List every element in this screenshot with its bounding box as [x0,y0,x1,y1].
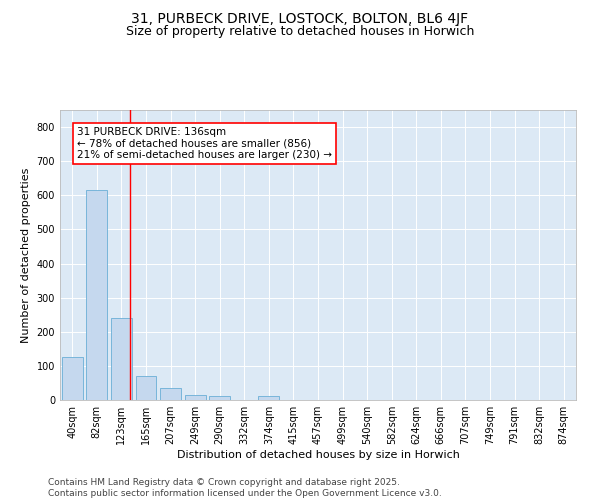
Text: 31, PURBECK DRIVE, LOSTOCK, BOLTON, BL6 4JF: 31, PURBECK DRIVE, LOSTOCK, BOLTON, BL6 … [131,12,469,26]
Bar [86,190,107,400]
Bar [160,388,181,400]
Bar [259,396,280,400]
Bar [209,396,230,400]
Text: Size of property relative to detached houses in Horwich: Size of property relative to detached ho… [126,25,474,38]
X-axis label: Distribution of detached houses by size in Horwich: Distribution of detached houses by size … [176,450,460,460]
Bar [185,395,206,400]
Bar [136,376,157,400]
Text: 31 PURBECK DRIVE: 136sqm
← 78% of detached houses are smaller (856)
21% of semi-: 31 PURBECK DRIVE: 136sqm ← 78% of detach… [77,127,332,160]
Y-axis label: Number of detached properties: Number of detached properties [21,168,31,342]
Text: Contains HM Land Registry data © Crown copyright and database right 2025.
Contai: Contains HM Land Registry data © Crown c… [48,478,442,498]
Bar [62,358,83,400]
Bar [111,318,132,400]
